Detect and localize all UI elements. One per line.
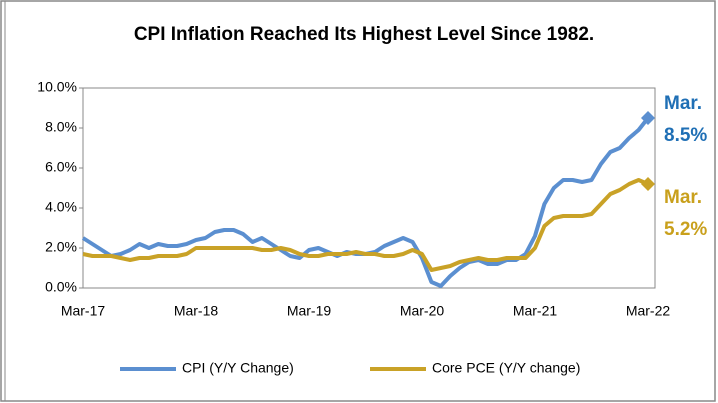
plot-area bbox=[82, 87, 656, 289]
x-tick-label: Mar-20 bbox=[400, 303, 445, 319]
legend-label: Core PCE (Y/Y change) bbox=[432, 360, 580, 376]
x-tick-label: Mar-21 bbox=[513, 303, 558, 319]
y-tick-label: 2.0% bbox=[45, 239, 77, 255]
y-tick-label: 8.0% bbox=[45, 119, 77, 135]
y-tick-label: 0.0% bbox=[45, 279, 77, 295]
end-marker bbox=[641, 111, 655, 125]
annotation: Mar. bbox=[664, 187, 702, 208]
x-tick-label: Mar-22 bbox=[626, 303, 671, 319]
annotation: 8.5% bbox=[664, 125, 707, 146]
chart-title: CPI Inflation Reached Its Highest Level … bbox=[134, 24, 594, 45]
annotation: Mar. bbox=[664, 93, 702, 114]
x-tick-label: Mar-18 bbox=[174, 303, 219, 319]
x-tick-label: Mar-19 bbox=[287, 303, 332, 319]
annotation: 5.2% bbox=[664, 219, 707, 240]
series-line bbox=[82, 178, 649, 272]
y-tick-label: 4.0% bbox=[45, 199, 77, 215]
x-tick-label: Mar-17 bbox=[61, 303, 106, 319]
end-marker bbox=[641, 177, 655, 191]
y-tick-label: 6.0% bbox=[45, 159, 77, 175]
legend-label: CPI (Y/Y Change) bbox=[182, 360, 294, 376]
y-tick-label: 10.0% bbox=[37, 79, 77, 95]
